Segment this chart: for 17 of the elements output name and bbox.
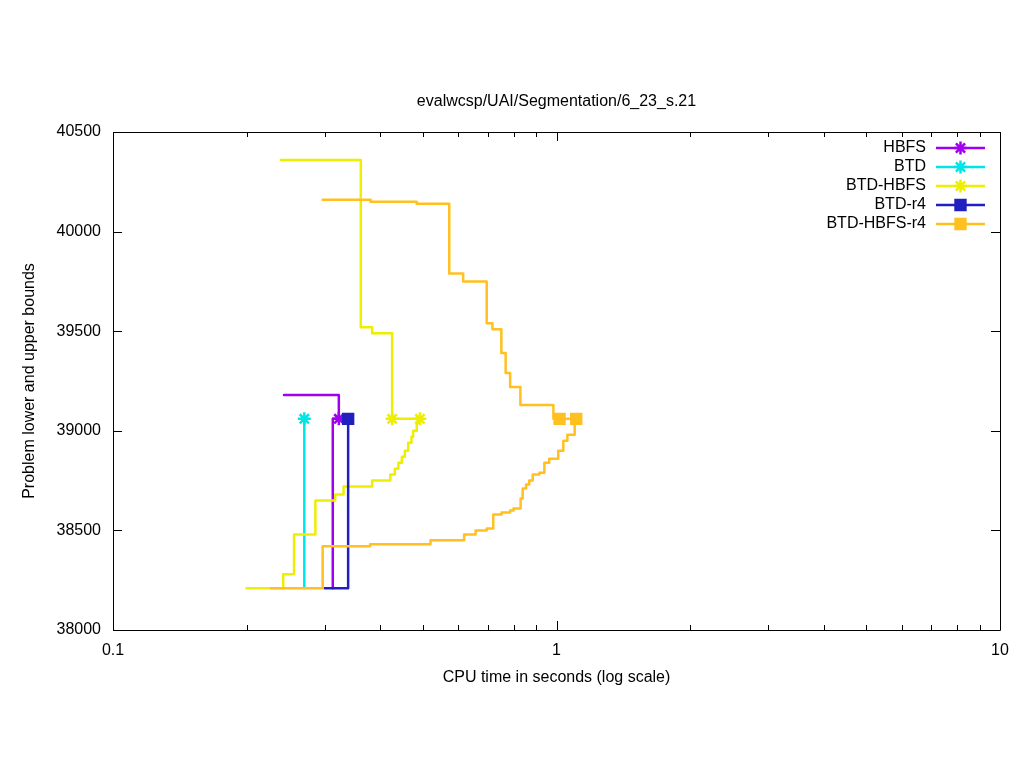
legend-label: BTD-HBFS-r4	[826, 214, 927, 232]
y-tick-label: 40000	[56, 222, 102, 240]
x-axis-title: CPU time in seconds (log scale)	[442, 668, 671, 686]
y-tick-label: 38000	[56, 620, 102, 638]
legend-label: BTD-HBFS	[846, 176, 926, 194]
y-tick-label: 39000	[56, 421, 102, 439]
legend-label: HBFS	[883, 138, 926, 156]
y-tick-label: 38500	[56, 520, 102, 538]
x-tick-label: 0.1	[101, 641, 125, 659]
legend-label: BTD	[894, 157, 926, 175]
legend-label: BTD-r4	[874, 195, 927, 213]
y-axis-title: Problem lower and upper bounds	[20, 263, 38, 499]
chart-title: evalwcsp/UAI/Segmentation/6_23_s.21	[416, 92, 697, 111]
y-tick-label: 40500	[56, 122, 102, 140]
x-tick-label: 10	[991, 641, 1009, 659]
y-tick-label: 39500	[56, 321, 102, 339]
x-tick-label: 1	[552, 641, 562, 659]
